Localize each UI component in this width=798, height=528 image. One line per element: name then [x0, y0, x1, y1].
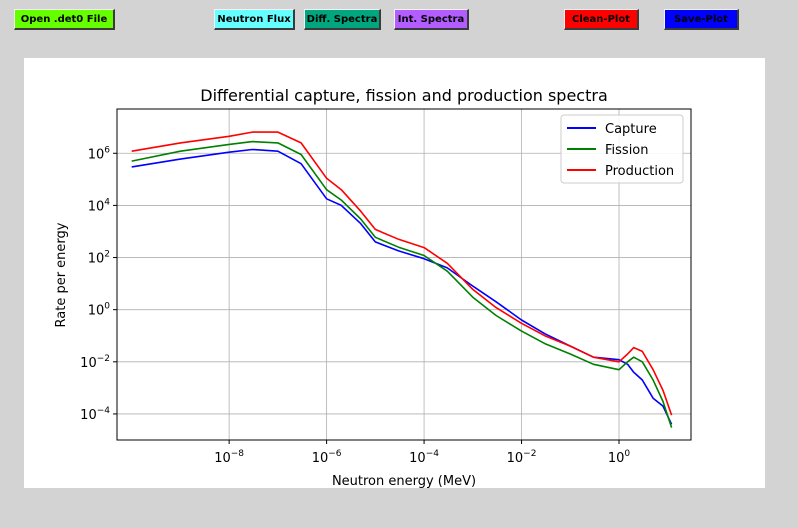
diff-spectra-button[interactable]: Diff. Spectra	[304, 9, 381, 30]
y-axis-label: Rate per energy	[54, 222, 69, 327]
x-tick-label: 10−4	[409, 449, 439, 466]
y-tick-label: 10−2	[80, 354, 110, 371]
x-tick-label: 100	[608, 449, 631, 466]
x-axis-label: Neutron energy (MeV)	[332, 474, 476, 488]
y-tick-label: 100	[88, 302, 111, 319]
clean-plot-button[interactable]: Clean-Plot	[564, 9, 639, 30]
axes-frame	[116, 108, 692, 441]
y-ticks: 106 104 102 100 10−2 10−4	[80, 145, 117, 423]
plot-canvas: 10−8 10−6 10−4 10−2 100 106 104 102 100 10−2 10−4…	[24, 58, 765, 488]
series-line-production	[131, 131, 673, 416]
chart-svg: 10−8 10−6 10−4 10−2 100 106 104 102 100 10−2 10−4…	[54, 86, 692, 488]
x-tick-label: 10−6	[312, 449, 342, 466]
legend-label-fission: Fission	[605, 143, 649, 158]
chart-title: Differential capture, fission and produc…	[200, 86, 608, 105]
int-spectra-button[interactable]: Int. Spectra	[394, 9, 469, 30]
grid	[117, 109, 691, 440]
open-det0-file-button[interactable]: Open .det0 File	[14, 9, 115, 30]
x-tick-label: 10−8	[214, 449, 244, 466]
y-tick-label: 106	[88, 145, 111, 162]
legend: Capture Fission Production	[560, 114, 684, 184]
y-tick-label: 102	[88, 250, 110, 267]
legend-label-production: Production	[605, 164, 674, 179]
neutron-flux-button[interactable]: Neutron Flux	[214, 9, 295, 30]
y-tick-label: 10−4	[80, 406, 110, 423]
legend-label-capture: Capture	[605, 122, 657, 137]
y-tick-label: 104	[88, 197, 111, 214]
save-plot-button[interactable]: Save-Plot	[664, 9, 739, 30]
series-line-fission	[131, 140, 673, 428]
x-ticks: 10−8 10−6 10−4 10−2 100	[214, 440, 630, 466]
x-tick-label: 10−2	[507, 449, 537, 466]
legend-frame	[560, 114, 684, 184]
series-group	[131, 131, 673, 428]
